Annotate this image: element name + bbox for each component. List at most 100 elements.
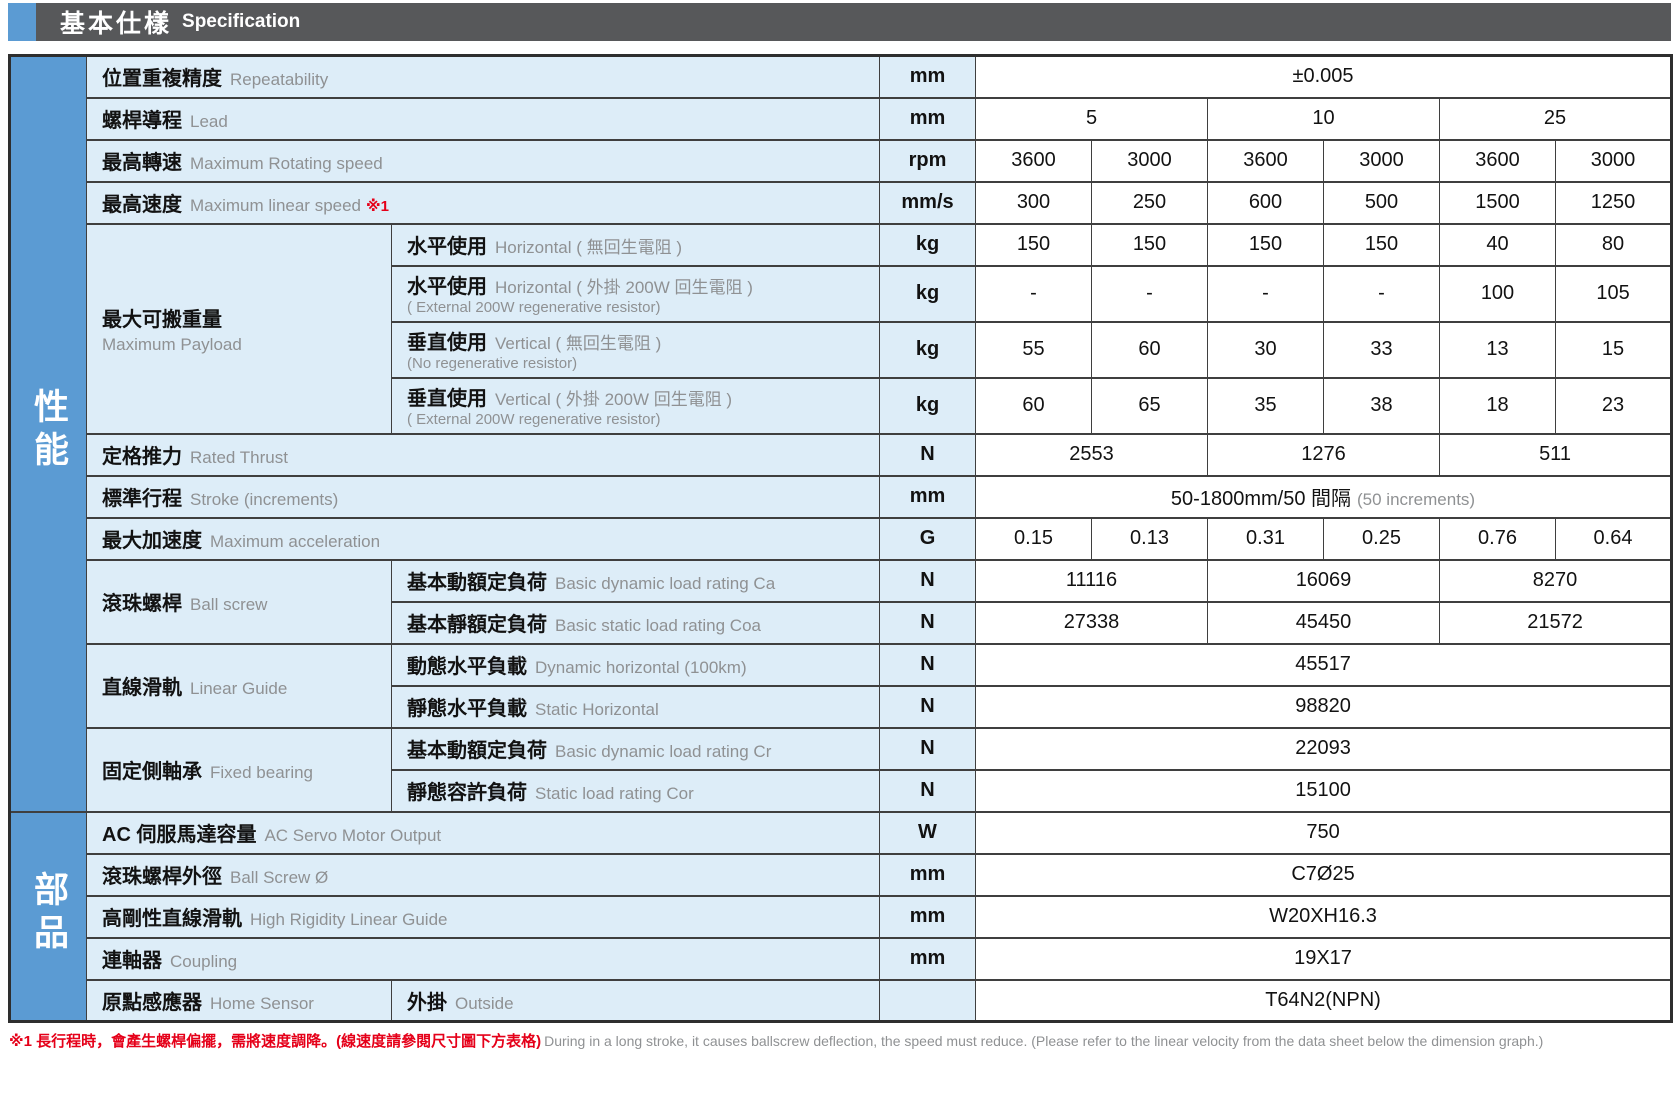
value-text: 100: [1480, 282, 1515, 304]
value-cell: 27338: [975, 600, 1208, 645]
value-text: 38: [1370, 394, 1393, 416]
value-text: 45517: [1295, 653, 1351, 675]
label-zh: 靜態水平負載: [407, 698, 527, 720]
value-cell: 80: [1554, 222, 1673, 267]
row-label: 位置重複精度 Repeatability: [86, 54, 880, 99]
value-text: 16069: [1295, 569, 1352, 591]
value-text: W20XH16.3: [1269, 905, 1377, 927]
value-text: 30: [1254, 338, 1277, 360]
row-label: 原點感應器 Home Sensor: [86, 978, 392, 1023]
unit-cell: N: [879, 558, 976, 603]
value-text: 150: [1248, 233, 1283, 255]
value-cell: -: [1207, 264, 1324, 323]
table-row: 高剛性直線滑軌 High Rigidity Linear Guide mm W20XH…: [10, 894, 1673, 939]
label-en-line2: Maximum Payload: [102, 334, 242, 354]
value-text: 98820: [1295, 695, 1351, 717]
row-sublabel: 垂直使用 Vertical ( 無回生電阻 ) (No regenerative r…: [391, 320, 880, 379]
table-row: 基本靜額定負荷 Basic static load rating Coa N 2733…: [10, 600, 1673, 645]
label-en: Horizontal ( 無回生電阻 ): [495, 238, 683, 257]
unit-cell: N: [879, 684, 976, 729]
value-cell: C7Ø25: [974, 852, 1673, 897]
table-row: 垂直使用 Vertical ( 外掛 200W 回生電阻 )( External …: [10, 376, 1673, 435]
value-text: 511: [1539, 443, 1571, 465]
row-sublabel: 垂直使用 Vertical ( 外掛 200W 回生電阻 )( External …: [391, 376, 880, 435]
section-band: 性能: [9, 54, 87, 813]
value-cell: 10: [1207, 96, 1440, 141]
label-zh: 直線滑軌: [102, 677, 182, 699]
value-text: 150: [1016, 233, 1051, 255]
table-row: 連軸器 Coupling mm 19X17: [10, 936, 1673, 981]
value-cell: 0.64: [1554, 516, 1673, 561]
table-row: 性能 位置重複精度 Repeatability mm ±0.005: [9, 54, 1673, 813]
value-cell: 8270: [1438, 558, 1673, 603]
value-cell: 150: [975, 222, 1092, 267]
value-cell: 250: [1091, 180, 1208, 225]
value-text: -: [1262, 282, 1269, 304]
row-sublabel: 基本動額定負荷 Basic dynamic load rating Cr: [391, 726, 880, 771]
row-label: 高剛性直線滑軌 High Rigidity Linear Guide: [86, 894, 880, 939]
value-text: 10: [1312, 107, 1335, 129]
unit-cell: mm: [879, 894, 976, 939]
label-zh: 最大加速度: [102, 530, 202, 552]
value-cell: 3000: [1323, 138, 1440, 183]
unit-cell: rpm: [879, 138, 976, 183]
unit-cell: [879, 978, 976, 1023]
row-label: 最高轉速 Maximum Rotating speed: [86, 138, 880, 183]
table-row: 部品 AC 伺服馬達容量 AC Servo Motor Output W 750: [9, 810, 1673, 1023]
section-band: 部品: [9, 810, 87, 1023]
value-text: 3600: [1011, 149, 1056, 171]
table-row: 直線滑軌 Linear Guide 動態水平負載 Dynamic horizontal…: [10, 642, 1673, 729]
label-zh: 標準行程: [102, 488, 182, 510]
label-zh: 原點感應器: [102, 991, 202, 1014]
table-row: 最高速度 Maximum linear speed ※1 mm/s 300 250 600 5…: [10, 180, 1673, 225]
label-zh: 垂直使用: [407, 332, 487, 355]
value-text: 0.15: [1014, 527, 1053, 549]
value-text: 150: [1364, 233, 1399, 255]
table-row: 最高轉速 Maximum Rotating speed rpm 3600 3000 360…: [10, 138, 1673, 183]
value-text: 3600: [1243, 149, 1288, 171]
label-zh: 水平使用: [407, 276, 487, 299]
label-en: Basic dynamic load rating Ca: [555, 574, 776, 593]
label-zh: 滾珠螺桿外徑: [102, 866, 222, 888]
value-text: ±0.005: [1292, 65, 1354, 88]
label-en-line2: ( External 200W regenerative resistor): [407, 411, 661, 429]
value-cell: -: [1323, 264, 1440, 323]
value-cell: 3600: [1439, 138, 1556, 183]
value-text: -: [1378, 282, 1385, 304]
value-cell: 750: [974, 810, 1673, 855]
unit-cell: mm/s: [879, 180, 976, 225]
value-cell: 1276: [1207, 432, 1440, 477]
value-cell: 50-1800mm/50 間隔 (50 increments): [974, 474, 1673, 519]
unit-cell: N: [879, 726, 976, 771]
label-en-line2: (No regenerative resistor): [407, 355, 578, 373]
label-en: Maximum linear speed: [190, 196, 362, 215]
row-sublabel: 動態水平負載 Dynamic horizontal (100km): [391, 642, 880, 687]
value-text: 22093: [1295, 737, 1351, 759]
section-title: 基本仕樣 Specification: [36, 3, 1671, 41]
value-cell: 0.76: [1439, 516, 1556, 561]
value-cell: 98820: [974, 684, 1673, 729]
label-zh: 位置重複精度: [102, 68, 222, 91]
spec-table-body: 性能 位置重複精度 Repeatability mm ±0.005 螺桿導程 Lead mm 5…: [9, 54, 1673, 1023]
footnote-warning-en: During in a long stroke, it causes balls…: [544, 1033, 1544, 1049]
label-en: Maximum acceleration: [210, 532, 381, 551]
unit-cell: mm: [879, 474, 976, 519]
row-sublabel: 基本動額定負荷 Basic dynamic load rating Ca: [391, 558, 880, 603]
value-cell: 19X17: [974, 936, 1673, 981]
label-en: Repeatability: [230, 70, 329, 90]
label-zh: AC 伺服馬達容量: [102, 824, 257, 846]
table-row: 定格推力 Rated Thrust N 2553 1276 511: [10, 432, 1673, 477]
value-text: T64N2(NPN): [1265, 988, 1381, 1011]
label-en: AC Servo Motor Output: [264, 826, 442, 845]
label-zh: 固定側軸承: [102, 761, 202, 783]
label-en: Home Sensor: [210, 993, 314, 1013]
value-cell: 15100: [974, 768, 1673, 813]
label-zh: 最高速度: [102, 194, 182, 216]
unit-cell: mm: [879, 54, 976, 99]
label-zh: 基本靜額定負荷: [407, 614, 547, 636]
table-row: 水平使用 Horizontal ( 外掛 200W 回生電阻 )( Externa…: [10, 264, 1673, 323]
footnote-warning-zh: ※1 長行程時，會產生螺桿偏擺，需將速度調降。(線速度請參閱尺寸圖下方表格): [9, 1033, 542, 1050]
row-label: 直線滑軌 Linear Guide: [86, 642, 392, 729]
label-zh: 最大可搬重量: [102, 308, 222, 331]
value-cell: 23: [1554, 376, 1673, 435]
